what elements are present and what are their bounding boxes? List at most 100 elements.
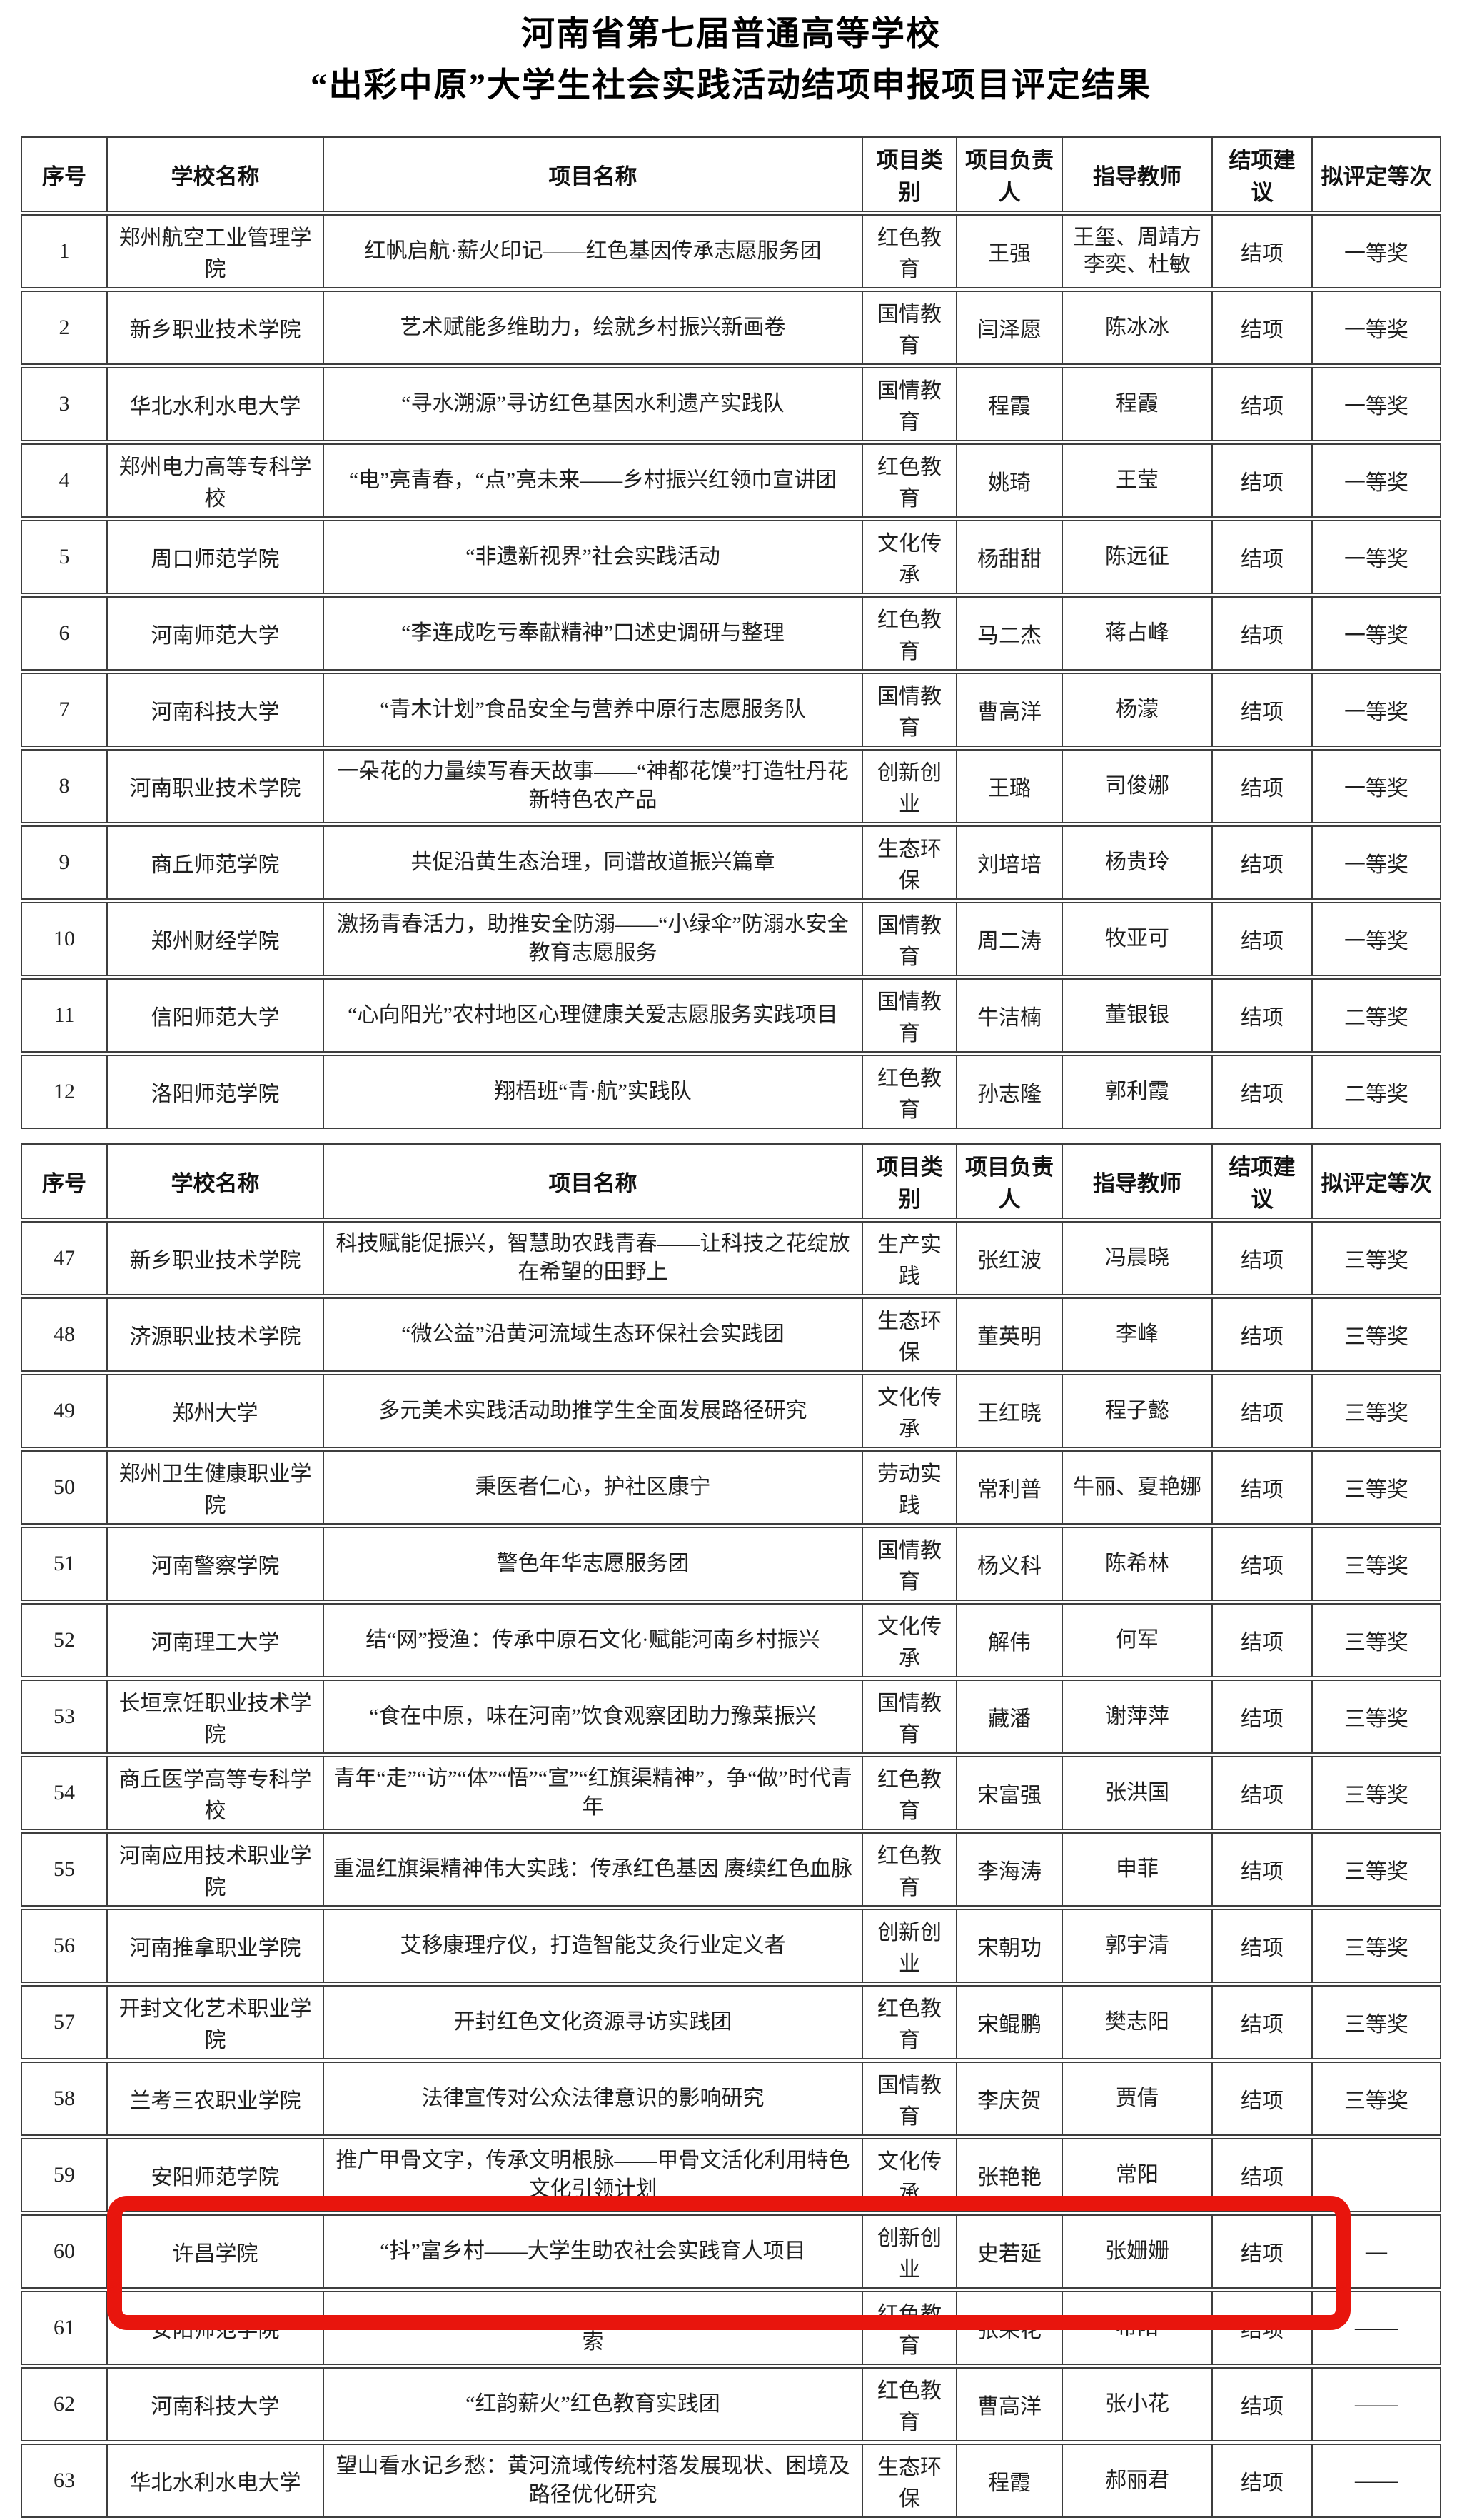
column-header-no: 序号 (21, 1143, 108, 1219)
cell-suggestion: 结项 (1213, 214, 1313, 288)
cell-category: 红色教育 (863, 214, 957, 288)
column-header-project: 项目名称 (324, 1143, 863, 1219)
cell-suggestion: 结项 (1213, 2367, 1313, 2441)
cell-category: 红色教育 (863, 443, 957, 518)
cell-no: 8 (21, 749, 108, 823)
cell-no: 10 (21, 902, 108, 976)
cell-advisor: 谢萍萍 (1063, 1680, 1213, 1754)
cell-grade: 二等奖 (1313, 1055, 1441, 1129)
cell-suggestion: 结项 (1213, 1221, 1313, 1295)
table-row: 55 河南应用技术职业学院 重温红旗渠精神伟大实践：传承红色基因 赓续红色血脉 红色教… (21, 1832, 1441, 1907)
table-row: 57 开封文化艺术职业学院 开封红色文化资源寻访实践团 红色教育 宋鲲鹏 樊志阳 结项 三等奖 (21, 1985, 1441, 2059)
cell-grade: 三等奖 (1313, 2062, 1441, 2136)
cell-leader: 刘培培 (957, 825, 1063, 900)
cell-leader: 曹高洋 (957, 2367, 1063, 2441)
cell-grade: — (1313, 2214, 1441, 2289)
table-row: 11 信阳师范大学 “心向阳光”农村地区心理健康关爱志愿服务实践项目 国情教育 牛洁楠董… (21, 978, 1441, 1053)
cell-leader: 杨义科 (957, 1527, 1063, 1601)
cell-advisor: 王玺、周靖方 李奕、杜敏 (1063, 214, 1213, 288)
cell-category: 红色教育 (863, 2291, 957, 2365)
cell-grade: 三等奖 (1313, 1527, 1441, 1601)
cell-no: 53 (21, 1680, 108, 1754)
cell-grade: 一等奖 (1313, 367, 1441, 441)
table-header-row: 序号 学校名称 项目名称 项目类别 项目负责人 指导教师 结项建议 拟评定等次 (21, 136, 1441, 212)
cell-suggestion: 结项 (1213, 367, 1313, 441)
cell-category: 国情教育 (863, 673, 957, 747)
cell-advisor: 李峰 (1063, 1297, 1213, 1372)
cell-no: 54 (21, 1756, 108, 1830)
cell-category: 红色教育 (863, 1055, 957, 1129)
column-header-school: 学校名称 (108, 136, 324, 212)
cell-suggestion: 结项 (1213, 2291, 1313, 2365)
cell-school: 河南科技大学 (108, 673, 324, 747)
cell-project: “寻水溯源”寻访红色基因水利遗产实践队 (324, 367, 863, 441)
cell-grade: —— (1313, 2444, 1441, 2518)
table-row: 6 河南师范大学 “李连成吃亏奉献精神”口述史调研与整理 红色教育 马二杰 蒋占峰 结项 一等… (21, 596, 1441, 671)
cell-grade (1313, 2138, 1441, 2212)
cell-leader: 张红波 (957, 1221, 1063, 1295)
cell-leader: 史若延 (957, 2214, 1063, 2289)
cell-project: “电”亮青春，“点”亮未来——乡村振兴红领巾宣讲团 (324, 443, 863, 518)
cell-advisor: 董银银 (1063, 978, 1213, 1053)
cell-project: 索 (324, 2291, 863, 2365)
cell-category: 文化传承 (863, 1374, 957, 1448)
table-row: 3 华北水利水电大学 “寻水溯源”寻访红色基因水利遗产实践队 国情教育 程霞 程霞 结项 一等… (21, 367, 1441, 441)
cell-category: 创新创业 (863, 1909, 957, 1983)
cell-leader: 曹高洋 (957, 673, 1063, 747)
cell-category: 生态环保 (863, 1297, 957, 1372)
column-header-advisor: 指导教师 (1063, 136, 1213, 212)
cell-school: 河南科技大学 (108, 2367, 324, 2441)
cell-no: 56 (21, 1909, 108, 1983)
cell-advisor: 郭利霞 (1063, 1055, 1213, 1129)
cell-no: 61 (21, 2291, 108, 2365)
cell-grade: 一等奖 (1313, 825, 1441, 900)
cell-suggestion: 结项 (1213, 2214, 1313, 2289)
cell-school: 兰考三农职业学院 (108, 2062, 324, 2136)
cell-advisor: 希阳 (1063, 2291, 1213, 2365)
cell-grade: 一等奖 (1313, 291, 1441, 365)
cell-school: 信阳师范大学 (108, 978, 324, 1053)
cell-advisor: 牧亚可 (1063, 902, 1213, 976)
cell-project: 红帆启航·薪火印记——红色基因传承志愿服务团 (324, 214, 863, 288)
cell-leader: 李海涛 (957, 1832, 1063, 1907)
cell-school: 济源职业技术学院 (108, 1297, 324, 1372)
cell-school: 河南推拿职业学院 (108, 1909, 324, 1983)
cell-no: 1 (21, 214, 108, 288)
cell-grade: 一等奖 (1313, 673, 1441, 747)
cell-advisor: 贾倩 (1063, 2062, 1213, 2136)
cell-school: 郑州电力高等专科学校 (108, 443, 324, 518)
cell-project: “红韵薪火”红色教育实践团 (324, 2367, 863, 2441)
cell-no: 63 (21, 2444, 108, 2518)
table-row: 49 郑州大学 多元美术实践活动助推学生全面发展路径研究 文化传承 王红晓 程子懿 结项 三等… (21, 1374, 1441, 1448)
table-row: 48 济源职业技术学院 “微公益”沿黄河流域生态环保社会实践团 生态环保 董英明 李峰 结项… (21, 1297, 1441, 1372)
cell-project: 一朵花的力量续写春天故事——“神都花馍”打造牡丹花新特色农产品 (324, 749, 863, 823)
cell-suggestion: 结项 (1213, 1680, 1313, 1754)
column-header-no: 序号 (21, 136, 108, 212)
cell-project: “心向阳光”农村地区心理健康关爱志愿服务实践项目 (324, 978, 863, 1053)
cell-no: 9 (21, 825, 108, 900)
cell-school: 长垣烹饪职业技术学院 (108, 1680, 324, 1754)
cell-school: 郑州财经学院 (108, 902, 324, 976)
cell-project: “青木计划”食品安全与营养中原行志愿服务队 (324, 673, 863, 747)
cell-category: 国情教育 (863, 1527, 957, 1601)
cell-grade: 三等奖 (1313, 1374, 1441, 1448)
table-row: 56 河南推拿职业学院 艾移康理疗仪，打造智能艾灸行业定义者 创新创业 宋朝功 郭宇清 结项… (21, 1909, 1441, 1983)
cell-suggestion: 结项 (1213, 673, 1313, 747)
cell-suggestion: 结项 (1213, 520, 1313, 594)
cell-no: 62 (21, 2367, 108, 2441)
cell-category: 国情教育 (863, 902, 957, 976)
cell-no: 11 (21, 978, 108, 1053)
cell-leader: 宋鲲鹏 (957, 1985, 1063, 2059)
cell-category: 创新创业 (863, 749, 957, 823)
cell-advisor: 常阳 (1063, 2138, 1213, 2212)
cell-no: 3 (21, 367, 108, 441)
cell-suggestion: 结项 (1213, 2062, 1313, 2136)
cell-project: 多元美术实践活动助推学生全面发展路径研究 (324, 1374, 863, 1448)
column-header-suggestion: 结项建议 (1213, 136, 1313, 212)
cell-project: 望山看水记乡愁：黄河流域传统村落发展现状、困境及路径优化研究 (324, 2444, 863, 2518)
cell-grade: —— (1313, 2291, 1441, 2365)
cell-advisor: 杨濛 (1063, 673, 1213, 747)
cell-school: 周口师范学院 (108, 520, 324, 594)
cell-school: 许昌学院 (108, 2214, 324, 2289)
cell-suggestion: 结项 (1213, 1055, 1313, 1129)
